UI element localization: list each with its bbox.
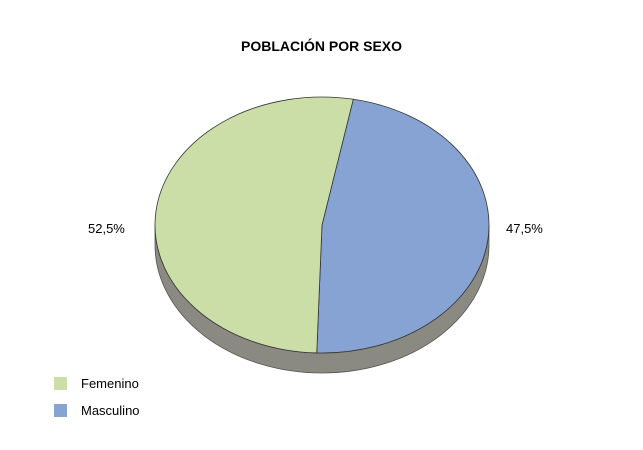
legend: Femenino Masculino xyxy=(54,370,140,424)
legend-item-femenino: Femenino xyxy=(54,370,140,397)
legend-label-masculino: Masculino xyxy=(81,403,140,418)
pie-slice-masculino xyxy=(316,98,490,354)
slice-label-masculino: 47,5% xyxy=(506,221,543,236)
legend-label-femenino: Femenino xyxy=(81,376,139,391)
legend-item-masculino: Masculino xyxy=(54,397,140,424)
pie-slice-femenino xyxy=(154,96,354,354)
legend-swatch-masculino xyxy=(54,404,67,417)
legend-swatch-femenino xyxy=(54,377,67,390)
slice-label-femenino: 52,5% xyxy=(88,221,125,236)
chart-title: POBLACIÓN POR SEXO xyxy=(240,38,403,54)
